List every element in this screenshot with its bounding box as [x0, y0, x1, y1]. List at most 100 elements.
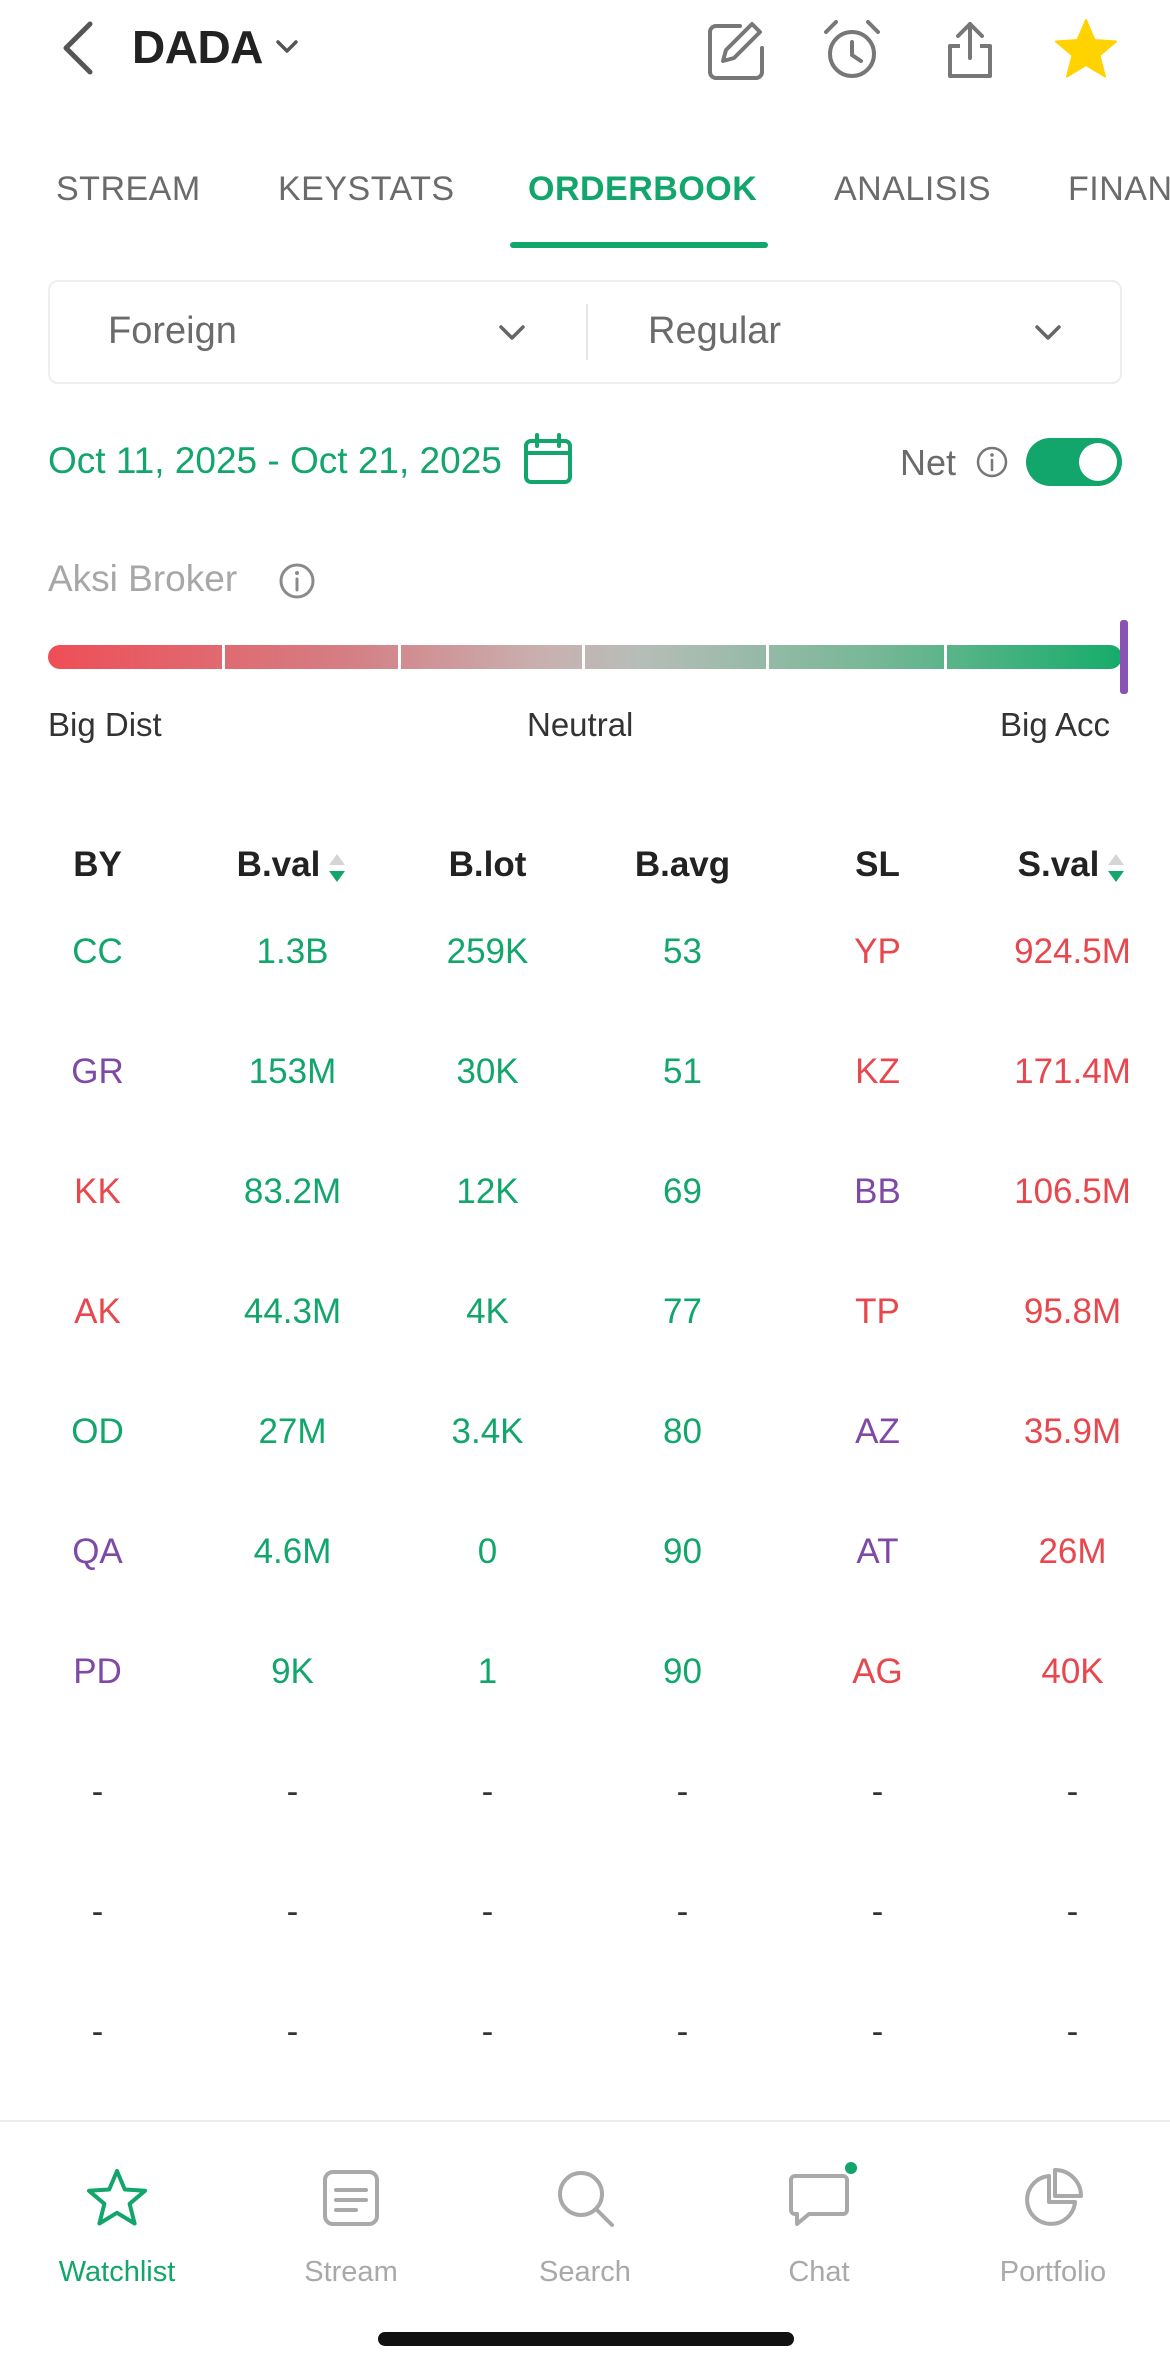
nav-stream[interactable]: Stream — [234, 2150, 468, 2290]
seller-code: AT — [856, 1532, 899, 1571]
share-icon[interactable] — [936, 16, 1004, 84]
star-outline-icon — [87, 2169, 147, 2226]
tab-orderbook[interactable]: ORDERBOOK — [528, 170, 758, 208]
filter-bar: Foreign Regular — [48, 280, 1122, 384]
gauge-marker — [1120, 620, 1128, 694]
header-blot[interactable]: B.lot — [390, 845, 585, 885]
net-label: Net — [900, 442, 957, 483]
tab-stream[interactable]: STREAM — [56, 170, 201, 208]
header-by[interactable]: BY — [0, 845, 195, 885]
gauge-label-big-acc: Big Acc — [1000, 706, 1111, 743]
buyer-code: - — [91, 1892, 104, 1931]
buy-value: 153M — [248, 1052, 337, 1091]
stream-icon — [323, 2170, 379, 2226]
info-icon[interactable] — [975, 445, 1009, 479]
unread-dot — [845, 2162, 857, 2174]
pie-chart-icon — [1025, 2168, 1083, 2226]
buy-lot: 1 — [477, 1652, 498, 1691]
sell-value: - — [1066, 1892, 1079, 1931]
buyer-code: QA — [72, 1532, 123, 1571]
broker-table-header: BY B.val B.lot B.avg SL S.val — [0, 835, 1170, 905]
seller-code: - — [871, 1892, 884, 1931]
ticker-title[interactable]: DADA — [132, 21, 263, 73]
table-row[interactable]: PD 9K 1 90 AG 40K — [0, 1652, 1170, 1772]
header-sl[interactable]: SL — [780, 845, 975, 885]
buyer-code: OD — [71, 1412, 124, 1451]
active-tab-indicator — [510, 242, 768, 248]
buyer-code: PD — [73, 1652, 122, 1691]
toggle-knob — [1079, 443, 1117, 481]
buyer-code: KK — [74, 1172, 121, 1211]
nav-label: Watchlist — [58, 2256, 176, 2288]
tab-analisis[interactable]: ANALISIS — [834, 170, 992, 208]
gauge-separator — [222, 645, 225, 669]
nav-search[interactable]: Search — [468, 2150, 702, 2290]
table-row: - - - - - - — [0, 1892, 1170, 2012]
nav-label: Stream — [304, 2256, 398, 2288]
header-sval[interactable]: S.val — [975, 845, 1170, 885]
calendar-icon[interactable] — [522, 432, 574, 486]
alarm-icon[interactable] — [818, 16, 886, 84]
edit-icon[interactable] — [700, 16, 768, 84]
header-bavg[interactable]: B.avg — [585, 845, 780, 885]
buy-avg: - — [676, 1892, 689, 1931]
nav-label: Portfolio — [999, 2256, 1107, 2288]
header-label: B.val — [236, 845, 321, 884]
tab-finan[interactable]: FINAN — [1068, 170, 1170, 208]
star-icon[interactable] — [1052, 16, 1120, 84]
buyer-code: GR — [71, 1052, 124, 1091]
header-bval[interactable]: B.val — [195, 845, 390, 885]
table-row[interactable]: KK 83.2M 12K 69 BB 106.5M — [0, 1172, 1170, 1292]
broker-action-gauge — [48, 645, 1122, 669]
chevron-down-icon[interactable] — [272, 34, 302, 58]
chevron-down-icon — [1035, 325, 1061, 340]
seller-code: TP — [855, 1292, 900, 1331]
buy-value: - — [286, 1892, 299, 1931]
buy-avg: 53 — [663, 932, 702, 971]
table-row: - - - - - - — [0, 1772, 1170, 1892]
nav-chat[interactable]: Chat — [702, 2150, 936, 2290]
investor-type-dropdown[interactable]: Foreign — [50, 282, 586, 382]
sell-value: 95.8M — [1023, 1292, 1122, 1331]
investor-type-value: Foreign — [108, 310, 237, 352]
date-range[interactable]: Oct 11, 2025 - Oct 21, 2025 — [48, 440, 502, 481]
gauge-label-big-dist: Big Dist — [48, 706, 162, 743]
buyer-code: CC — [72, 932, 123, 971]
table-row: - - - - - - — [0, 2012, 1170, 2132]
table-row[interactable]: GR 153M 30K 51 KZ 171.4M — [0, 1052, 1170, 1172]
buy-lot: 0 — [477, 1532, 498, 1571]
buy-avg: 90 — [663, 1652, 702, 1691]
nav-label: Search — [539, 2256, 631, 2288]
sell-value: 924.5M — [1014, 932, 1131, 971]
buy-lot: - — [481, 1772, 494, 1811]
table-row[interactable]: AK 44.3M 4K 77 TP 95.8M — [0, 1292, 1170, 1412]
info-icon[interactable] — [278, 562, 316, 600]
seller-code: AG — [852, 1652, 903, 1691]
table-row[interactable]: CC 1.3B 259K 53 YP 924.5M — [0, 932, 1170, 1052]
buy-value: 9K — [271, 1652, 314, 1691]
board-type-dropdown[interactable]: Regular — [588, 282, 1122, 382]
table-row[interactable]: QA 4.6M 0 90 AT 26M — [0, 1532, 1170, 1652]
table-row[interactable]: OD 27M 3.4K 80 AZ 35.9M — [0, 1412, 1170, 1532]
buy-lot: 4K — [466, 1292, 509, 1331]
nav-watchlist[interactable]: Watchlist — [0, 2150, 234, 2290]
buy-avg: 69 — [663, 1172, 702, 1211]
net-toggle[interactable] — [1026, 438, 1122, 486]
nav-label: Chat — [788, 2256, 850, 2288]
tab-keystats[interactable]: KEYSTATS — [278, 170, 455, 208]
buy-value: 27M — [258, 1412, 327, 1451]
seller-code: YP — [854, 932, 901, 971]
nav-portfolio[interactable]: Portfolio — [936, 2150, 1170, 2290]
buy-value: 44.3M — [243, 1292, 342, 1331]
chat-icon — [789, 2174, 849, 2226]
board-type-value: Regular — [648, 310, 782, 352]
buy-lot: - — [481, 1892, 494, 1931]
back-chevron-icon[interactable] — [56, 18, 100, 78]
header-label: S.val — [1017, 845, 1100, 884]
gauge-separator — [582, 645, 585, 669]
buyer-code: - — [91, 1772, 104, 1811]
buy-lot: - — [481, 2012, 494, 2051]
gauge-label-neutral: Neutral — [527, 706, 634, 743]
buy-avg: - — [676, 2012, 689, 2051]
buy-avg: 90 — [663, 1532, 702, 1571]
